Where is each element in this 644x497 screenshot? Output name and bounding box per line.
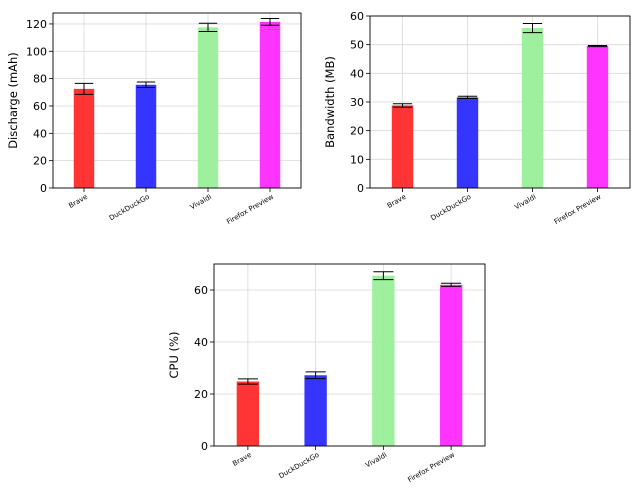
x-category-label: Vivaldi: [513, 193, 537, 212]
bar-firefox-preview: [586, 46, 609, 188]
y-tick-label: 20: [350, 125, 364, 138]
x-category-label: DuckDuckGo: [108, 193, 151, 223]
y-tick-label: 0: [357, 182, 364, 195]
bar-duckduckgo: [304, 375, 327, 446]
bar-duckduckgo: [135, 84, 157, 188]
y-tick-label: 10: [350, 153, 364, 166]
bar-firefox-preview: [439, 284, 463, 446]
y-tick-label: 50: [350, 39, 364, 52]
x-category-label: Brave: [386, 193, 408, 210]
cpu-y-axis-label: CPU (%): [167, 332, 181, 379]
bar-vivaldi: [372, 275, 395, 446]
discharge-y-axis-label: Discharge (mAh): [6, 52, 20, 149]
y-tick-label: 20: [194, 388, 208, 401]
bar-brave: [391, 105, 414, 188]
y-tick-label: 80: [33, 73, 47, 86]
x-category-label: Brave: [67, 193, 89, 210]
y-tick-label: 60: [194, 284, 208, 297]
y-tick-label: 120: [26, 18, 47, 31]
x-category-label: Firefox Preview: [407, 451, 457, 484]
y-tick-label: 20: [33, 155, 47, 168]
y-tick-label: 60: [33, 100, 47, 113]
bar-brave: [73, 88, 95, 188]
y-tick-label: 40: [350, 67, 364, 80]
bar-vivaldi: [521, 28, 544, 188]
y-tick-label: 40: [33, 127, 47, 140]
x-category-label: Firefox Preview: [553, 193, 603, 226]
plot-frame: [213, 263, 486, 447]
y-tick-label: 0: [201, 440, 208, 453]
x-category-label: Vivaldi: [189, 193, 213, 212]
y-tick-label: 100: [26, 45, 47, 58]
y-tick-label: 0: [40, 182, 47, 195]
bandwidth-chart: 0 10 20 30 40 50 60 Brave DuckDuckGo Vivaldi Firef…: [323, 10, 631, 226]
y-tick-label: 40: [194, 336, 208, 349]
discharge-chart: 0 20 40 60 80 100 120 Brave DuckDuckGo Vivaldi Fir…: [6, 12, 302, 226]
bar-brave: [236, 381, 260, 446]
plot-frame: [369, 15, 631, 189]
x-category-label: DuckDuckGo: [429, 193, 472, 223]
plot-frame: [52, 12, 302, 189]
x-category-label: Vivaldi: [364, 451, 388, 470]
x-category-label: Brave: [231, 451, 253, 468]
y-tick-label: 30: [350, 96, 364, 109]
y-tick-label: 60: [350, 10, 364, 23]
bar-vivaldi: [197, 27, 219, 188]
bar-duckduckgo: [456, 97, 479, 188]
cpu-chart: 0 20 40 60 Brave DuckDuckGo Vivaldi Firefox Pre…: [167, 263, 486, 484]
x-category-label: Firefox Preview: [225, 193, 275, 226]
bandwidth-y-axis-label: Bandwidth (MB): [323, 56, 337, 148]
x-category-label: DuckDuckGo: [278, 451, 321, 481]
bar-firefox-preview: [259, 21, 281, 188]
